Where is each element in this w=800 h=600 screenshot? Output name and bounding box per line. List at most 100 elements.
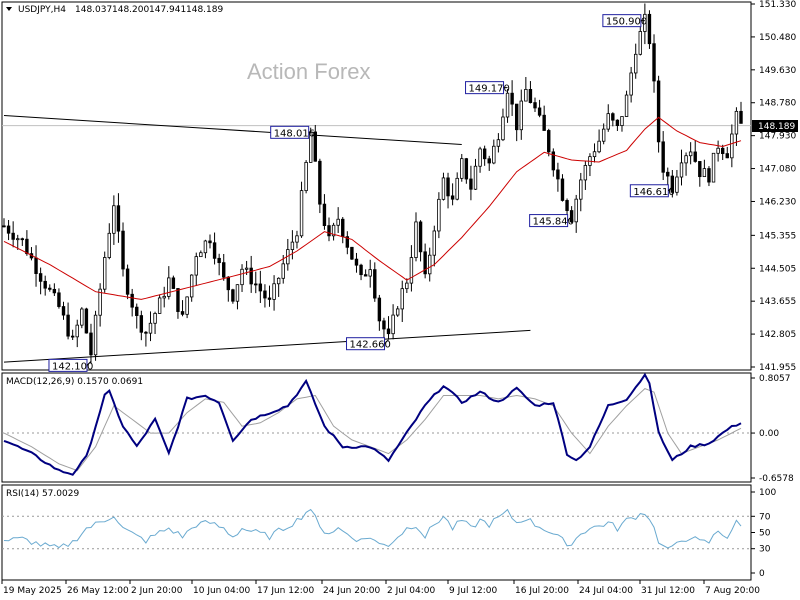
price-annotation-pointer xyxy=(667,186,673,192)
candle-body xyxy=(455,177,459,200)
candle-body xyxy=(423,251,427,275)
candle-body xyxy=(487,158,491,164)
candle-body xyxy=(656,80,661,143)
candle-body xyxy=(112,205,116,234)
trendline xyxy=(3,115,462,146)
candle-body xyxy=(116,205,121,232)
candle-body xyxy=(437,198,441,232)
candle-body xyxy=(57,292,61,307)
macd-line xyxy=(3,372,742,476)
candle-body xyxy=(11,232,15,240)
candle-body xyxy=(464,158,469,180)
time-axis: 19 May 2025 26 May 12:00 2 Jun 20:00 10 Jun… xyxy=(1,580,760,596)
price-pane-frame xyxy=(1,1,752,371)
candle-body xyxy=(725,153,729,159)
candle-body xyxy=(647,13,652,45)
candle-body xyxy=(2,225,6,228)
candle-body xyxy=(482,148,487,160)
candle-body xyxy=(345,236,350,248)
candle-body xyxy=(327,225,331,237)
candle-body xyxy=(601,128,606,142)
candle-body xyxy=(382,320,386,330)
current-price-box xyxy=(752,120,798,132)
time-tick-label: 26 May 12:00 xyxy=(67,586,129,596)
candle-body xyxy=(501,116,505,141)
candle-body xyxy=(661,141,665,173)
candle-body xyxy=(231,289,235,302)
candle-body xyxy=(16,238,20,241)
price-annotation-pointer xyxy=(567,216,572,221)
candle-body xyxy=(313,131,317,162)
candle-body xyxy=(688,151,693,157)
candle-body xyxy=(66,314,70,337)
rsi-tick-label: 0 xyxy=(759,569,765,579)
candle-body xyxy=(592,151,597,158)
candle-body xyxy=(222,262,226,278)
candle-body xyxy=(267,297,272,300)
candle-body xyxy=(185,296,189,315)
candle-body xyxy=(611,113,615,121)
candle-body xyxy=(217,257,221,264)
candle-body xyxy=(428,254,432,275)
candle-body xyxy=(693,151,697,162)
candle-body xyxy=(208,240,212,244)
candle-body xyxy=(171,277,176,289)
candle-body xyxy=(148,322,153,334)
candle-body xyxy=(180,311,185,315)
candle-body xyxy=(61,306,66,316)
candle-body xyxy=(244,267,249,270)
candle-body xyxy=(510,92,514,105)
rsi-tick-label: 70 xyxy=(759,512,771,522)
candle-body xyxy=(20,238,25,241)
candle-body xyxy=(336,218,340,226)
candle-body xyxy=(322,203,327,227)
candle-body xyxy=(48,287,52,290)
candle-body xyxy=(153,313,157,324)
candle-body xyxy=(620,116,624,126)
rsi-pane-frame xyxy=(1,484,752,581)
candle-body xyxy=(707,168,711,183)
candle-body xyxy=(194,256,198,276)
macd-marks xyxy=(2,372,751,476)
candle-body xyxy=(460,158,464,179)
price-annotation-label: 142.100 xyxy=(52,361,93,372)
macd-tick-label: 0.00 xyxy=(759,429,779,439)
candle-body xyxy=(606,113,610,130)
candle-body xyxy=(354,258,359,266)
candle-body xyxy=(492,145,496,164)
candle-body xyxy=(478,148,482,167)
price-tick-label: 141.955 xyxy=(759,363,796,373)
price-tick-label: 142.805 xyxy=(759,330,796,340)
trendline xyxy=(3,329,531,363)
candle-body xyxy=(556,169,560,180)
candle-body xyxy=(341,218,345,238)
watermark: Action Forex xyxy=(247,59,371,84)
candle-body xyxy=(386,328,391,335)
candle-body xyxy=(441,177,446,200)
candle-body xyxy=(579,179,583,200)
candle-body xyxy=(505,92,510,118)
candle-body xyxy=(560,178,565,201)
candle-body xyxy=(716,147,720,154)
candle-body xyxy=(432,230,436,256)
candle-body xyxy=(574,198,578,223)
candle-body xyxy=(135,306,139,316)
candle-body xyxy=(730,133,734,159)
candle-body xyxy=(473,165,478,190)
candle-body xyxy=(52,288,57,294)
candle-body xyxy=(226,276,231,291)
candle-body xyxy=(634,53,638,74)
macd-pane-frame xyxy=(1,372,752,483)
price-axis: 151.330 150.480 149.630 148.780 147.930 147.0… xyxy=(751,0,796,373)
price-pane: Action Forex USDJPY,H4 148.037 148.200 1… xyxy=(1,0,798,373)
candle-body xyxy=(130,293,134,308)
candle-body xyxy=(652,43,656,82)
macd-tick-label: 0.8057 xyxy=(759,374,791,384)
symbol-dropdown-icon[interactable] xyxy=(6,7,12,11)
candle-body xyxy=(162,295,166,299)
price-tick-label: 144.505 xyxy=(759,264,796,274)
time-tick-label: 17 Jun 12:00 xyxy=(257,586,314,596)
moving-average-line xyxy=(3,116,742,300)
candle-body xyxy=(6,225,11,234)
candle-body xyxy=(304,161,308,192)
